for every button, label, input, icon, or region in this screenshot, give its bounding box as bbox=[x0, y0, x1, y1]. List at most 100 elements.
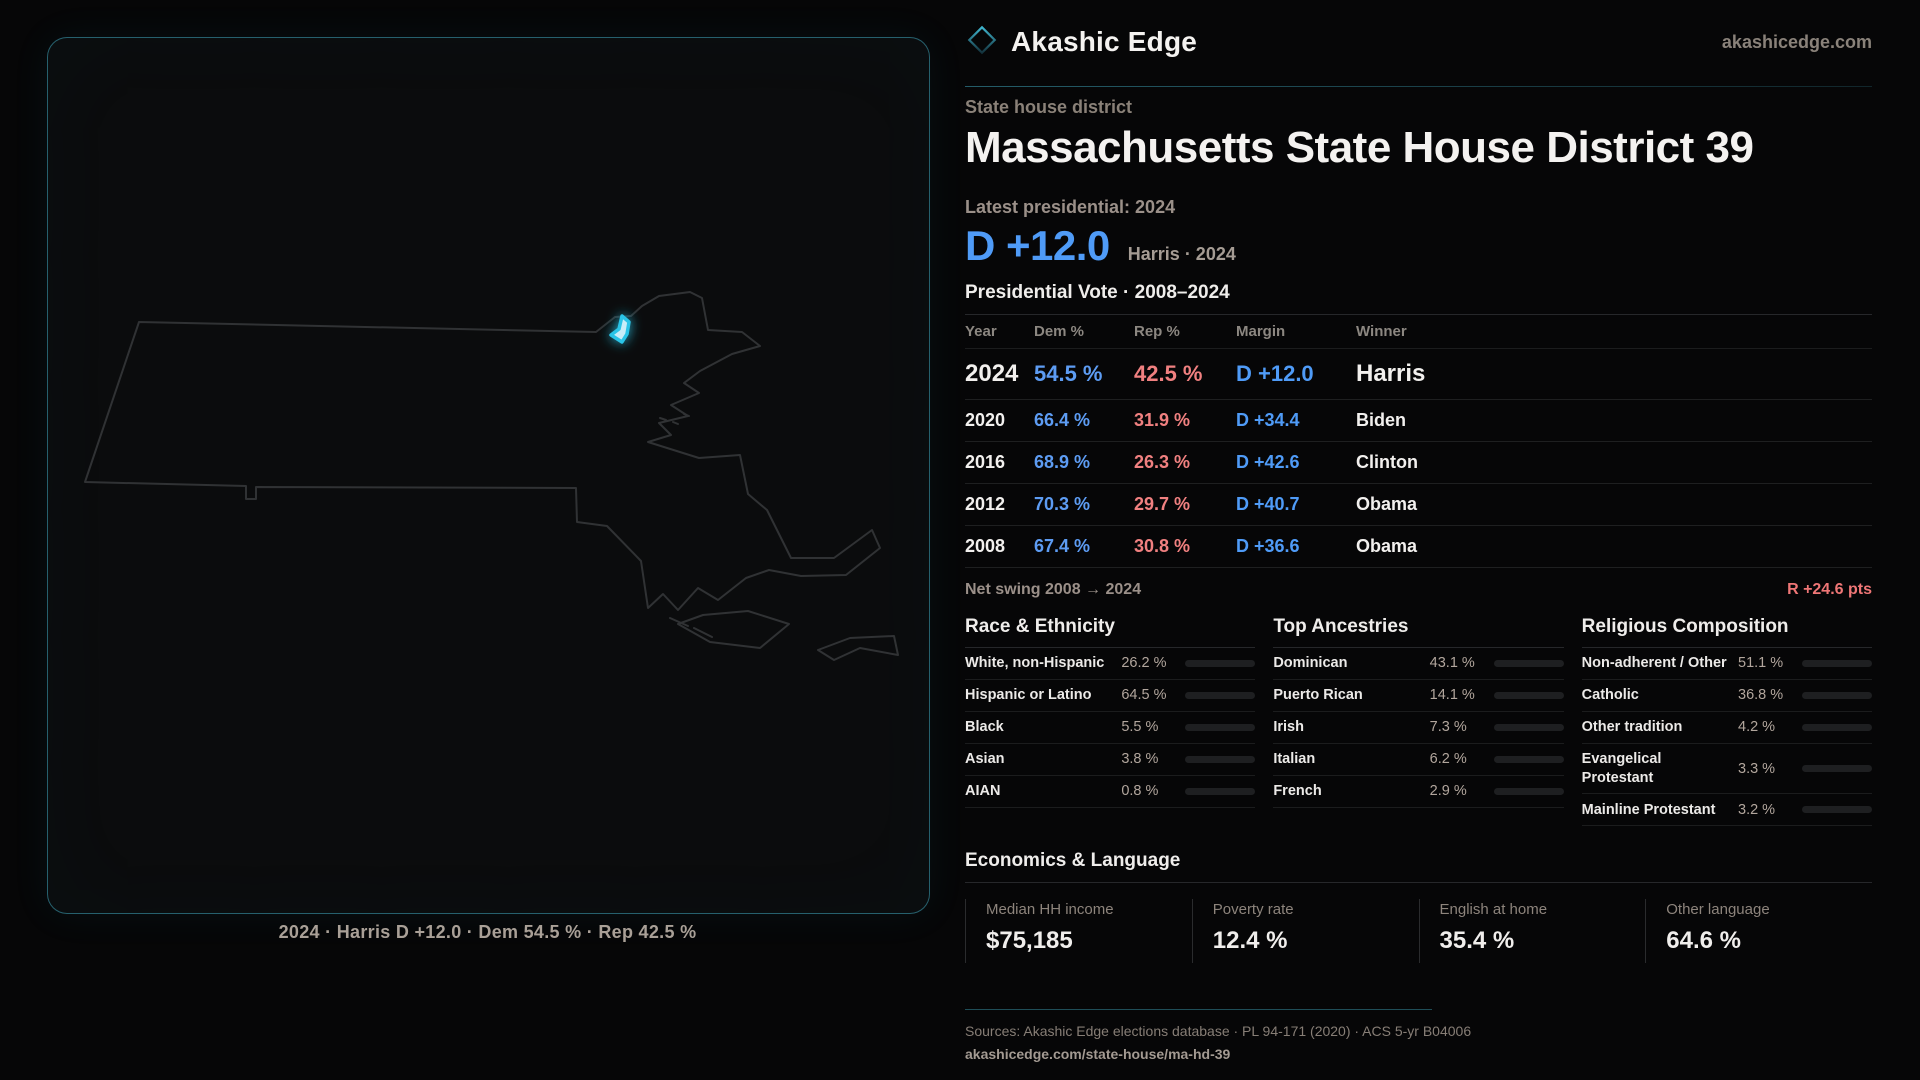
stat-row: Dominican 43.1 % bbox=[1273, 648, 1564, 680]
stat-value: 3.2 % bbox=[1738, 801, 1776, 818]
table-header-row: Year Dem % Rep % Margin Winner bbox=[965, 315, 1872, 349]
margin-cell: D +36.6 bbox=[1236, 535, 1300, 556]
margin-value: D +12.0 bbox=[965, 221, 1110, 269]
brand-domain-link[interactable]: akashicedge.com bbox=[1721, 31, 1872, 52]
stat-bar bbox=[1493, 787, 1564, 795]
marthas-vineyard-outline bbox=[677, 610, 790, 649]
stat-value: 0.8 % bbox=[1121, 783, 1159, 800]
stat-label: Other language bbox=[1666, 901, 1770, 919]
economics-title: Economics & Language bbox=[965, 850, 1872, 884]
stat-row: AIAN 0.8 % bbox=[965, 776, 1256, 808]
dem-cell: 66.4 % bbox=[1034, 409, 1091, 430]
state-outline bbox=[84, 291, 899, 661]
stat-label: Catholic bbox=[1581, 686, 1639, 703]
stat-value: 7.3 % bbox=[1429, 719, 1467, 736]
stat-bar bbox=[1802, 723, 1872, 731]
district-summary: Akashic Edge akashicedge.com State house… bbox=[965, 22, 1872, 1062]
dem-cell: 68.9 % bbox=[1034, 451, 1091, 472]
dem-cell: 67.4 % bbox=[1034, 535, 1091, 556]
stat-value: 6.2 % bbox=[1429, 751, 1467, 768]
rep-cell: 42.5 % bbox=[1134, 360, 1203, 386]
margin-subtext: Harris · 2024 bbox=[1127, 243, 1236, 264]
stat-value: 5.5 % bbox=[1121, 719, 1159, 736]
economics-language: Economics & Language Median HH income $7… bbox=[965, 850, 1872, 964]
stat-bar bbox=[1185, 723, 1256, 731]
col-year: Year bbox=[965, 322, 997, 340]
stat-english-at-home: English at home 35.4 % bbox=[1418, 899, 1646, 964]
page-title: Massachusetts State House District 39 bbox=[965, 123, 1754, 172]
stat-bar bbox=[1802, 806, 1872, 814]
stat-label: AIAN bbox=[965, 782, 1001, 799]
stat-bar bbox=[1185, 787, 1256, 795]
district-39-highlight bbox=[609, 314, 631, 344]
stat-poverty-rate: Poverty rate 12.4 % bbox=[1191, 899, 1419, 964]
dem-cell: 70.3 % bbox=[1034, 493, 1091, 514]
panel-religious-composition: Religious Composition Non-adherent / Oth… bbox=[1581, 616, 1872, 827]
stat-value: 64.6 % bbox=[1666, 927, 1741, 955]
stat-row: Irish 7.3 % bbox=[1273, 712, 1564, 744]
stat-label: Black bbox=[965, 718, 1004, 735]
brand: Akashic Edge bbox=[965, 23, 1197, 62]
economics-stats: Median HH income $75,185 Poverty rate 12… bbox=[965, 899, 1872, 964]
stat-row: Puerto Rican 14.1 % bbox=[1273, 680, 1564, 712]
brand-diamond-icon bbox=[965, 23, 999, 62]
stat-row: Hispanic or Latino 64.5 % bbox=[965, 680, 1256, 712]
stat-value: 64.5 % bbox=[1121, 687, 1167, 704]
footer-url-link[interactable]: akashicedge.com/state-house/ma-hd-39 bbox=[965, 1046, 1231, 1063]
eyebrow-label: State house district bbox=[965, 97, 1133, 117]
stat-bar bbox=[1493, 755, 1564, 763]
stat-value: 36.8 % bbox=[1738, 687, 1784, 704]
stat-label: Poverty rate bbox=[1212, 901, 1294, 919]
margin-cell: D +40.7 bbox=[1236, 493, 1300, 514]
year-cell: 2008 bbox=[965, 535, 1006, 556]
table-row: 2016 68.9 % 26.3 % D +42.6 Clinton bbox=[965, 442, 1872, 484]
harbor-islands bbox=[659, 413, 690, 425]
stat-label: Other tradition bbox=[1581, 718, 1683, 735]
map-caption: 2024 · Harris D +12.0 · Dem 54.5 % · Rep… bbox=[278, 922, 697, 942]
district-locator-map bbox=[47, 37, 930, 914]
margin-cell: D +34.4 bbox=[1236, 409, 1300, 430]
panel-top-ancestries: Top Ancestries Dominican 43.1 % Puerto R… bbox=[1273, 616, 1564, 827]
winner-cell: Biden bbox=[1356, 409, 1407, 430]
stat-bar bbox=[1802, 765, 1872, 773]
stat-bar bbox=[1493, 659, 1564, 667]
stat-value: 4.2 % bbox=[1738, 719, 1776, 736]
rep-cell: 31.9 % bbox=[1134, 409, 1191, 430]
stat-row: French 2.9 % bbox=[1273, 776, 1564, 808]
winner-cell: Obama bbox=[1356, 493, 1418, 514]
rep-cell: 30.8 % bbox=[1134, 535, 1191, 556]
stat-value: 35.4 % bbox=[1439, 927, 1515, 955]
panel-title: Religious Composition bbox=[1581, 616, 1872, 648]
col-rep: Rep % bbox=[1134, 322, 1180, 340]
header-divider bbox=[965, 86, 1872, 87]
stat-row: Evangelical Protestant 3.3 % bbox=[1581, 744, 1872, 795]
year-cell: 2016 bbox=[965, 451, 1006, 472]
stat-row: Mainline Protestant 3.2 % bbox=[1581, 794, 1872, 827]
stat-label: French bbox=[1273, 782, 1322, 799]
brand-name: Akashic Edge bbox=[1011, 26, 1198, 57]
margin-cell: D +12.0 bbox=[1236, 360, 1314, 386]
presidential-vote-table: Presidential Vote · 2008–2024 Year Dem %… bbox=[965, 282, 1872, 568]
winner-cell: Obama bbox=[1356, 535, 1418, 556]
rep-cell: 26.3 % bbox=[1134, 451, 1191, 472]
stat-bar bbox=[1185, 659, 1256, 667]
panel-title: Race & Ethnicity bbox=[965, 616, 1256, 648]
stat-row: Asian 3.8 % bbox=[965, 744, 1256, 776]
panel-race-ethnicity: Race & Ethnicity White, non-Hispanic 26.… bbox=[965, 616, 1256, 827]
stat-value: 3.8 % bbox=[1121, 751, 1159, 768]
stat-value: 12.4 % bbox=[1212, 927, 1288, 955]
table-row: 2024 54.5 % 42.5 % D +12.0 Harris bbox=[965, 349, 1872, 400]
elizabeth-islands bbox=[669, 617, 713, 638]
stat-bar bbox=[1185, 691, 1256, 699]
stat-bar bbox=[1802, 691, 1872, 699]
stat-row: Italian 6.2 % bbox=[1273, 744, 1564, 776]
latest-margin: D +12.0 Harris · 2024 bbox=[965, 222, 1872, 270]
net-swing-row: Net swing 2008 → 2024 R +24.6 pts bbox=[965, 568, 1872, 608]
stat-row: Catholic 36.8 % bbox=[1581, 680, 1872, 712]
demographic-panels: Race & Ethnicity White, non-Hispanic 26.… bbox=[965, 616, 1872, 827]
stat-row: Black 5.5 % bbox=[965, 712, 1256, 744]
stat-value: 14.1 % bbox=[1429, 687, 1475, 704]
stat-label: Italian bbox=[1273, 750, 1316, 767]
table-row: 2012 70.3 % 29.7 % D +40.7 Obama bbox=[965, 484, 1872, 526]
year-cell: 2012 bbox=[965, 493, 1006, 514]
